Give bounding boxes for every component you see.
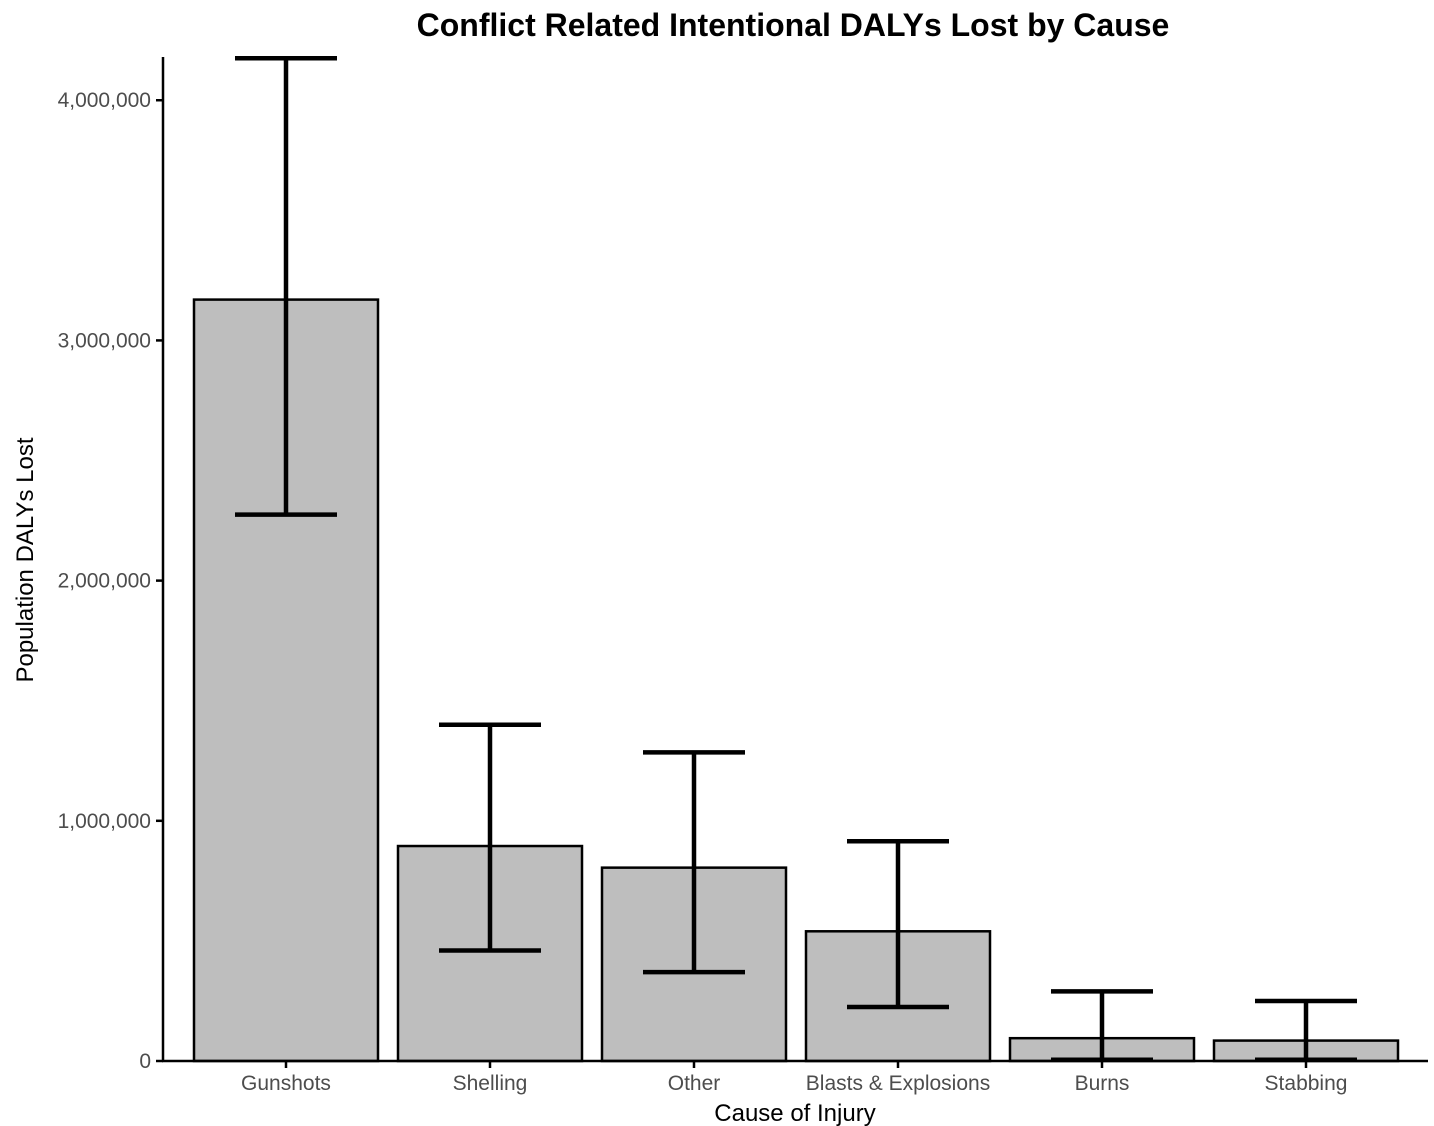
bars-group	[192, 298, 1400, 1063]
x-tick-label-3: Blasts & Explosions	[806, 1072, 990, 1095]
y-tick-label-3: 3,000,000	[58, 329, 151, 352]
y-ticks-group: 0 1,000,000 2,000,000 3,000,000 4,000,000	[58, 89, 163, 1073]
x-tick-label-5: Stabbing	[1265, 1072, 1348, 1095]
x-tick-label-1: Shelling	[453, 1072, 528, 1095]
x-tick-label-2: Other	[668, 1072, 721, 1095]
y-tick-label-1: 1,000,000	[58, 810, 151, 833]
y-tick-label-0: 0	[139, 1050, 151, 1073]
y-axis-title: Population DALYs Lost	[12, 437, 39, 682]
x-tick-label-4: Burns	[1075, 1072, 1130, 1095]
x-ticks-group: Gunshots Shelling Other Blasts & Explosions…	[241, 1061, 1347, 1095]
chart-title: Conflict Related Intentional DALYs Lost …	[417, 7, 1170, 43]
x-tick-label-0: Gunshots	[241, 1072, 331, 1095]
y-tick-label-4: 4,000,000	[58, 89, 151, 112]
y-tick-label-2: 2,000,000	[58, 570, 151, 593]
x-axis-title: Cause of Injury	[714, 1100, 875, 1126]
